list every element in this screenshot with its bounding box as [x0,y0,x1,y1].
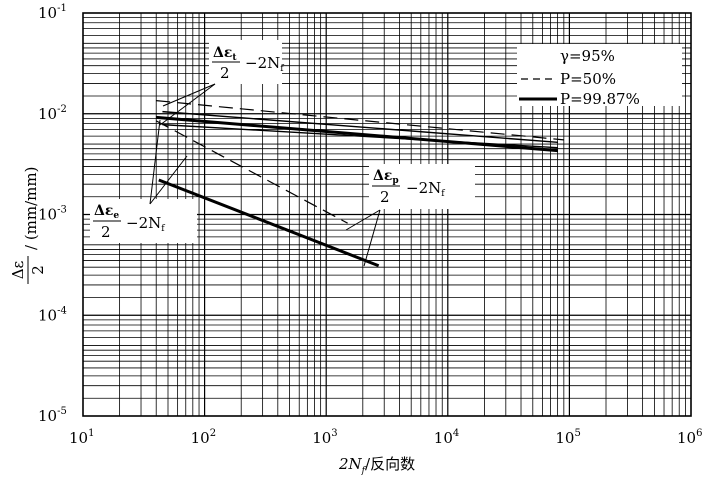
svg-text:Δε: Δε [9,260,27,279]
ann-total-den: 2 [220,64,230,82]
series-line [162,110,558,144]
y-tick-label: 10-4 [38,305,67,324]
x-tick-label: 103 [312,428,337,447]
y-tick-label: 10-1 [38,3,67,22]
legend: γ=95% P=50% P=99.87% [517,44,682,108]
ann-plastic-den: 2 [380,188,390,206]
svg-text:2: 2 [29,265,47,275]
y-tick-labels: 10-1 10-2 10-3 10-4 10-5 [38,3,67,425]
ann-elastic-den: 2 [101,223,111,241]
ann-total-num: Δεt [213,45,237,63]
ann-plastic-num: Δεp [373,168,399,186]
x-tick-label: 101 [69,428,94,447]
series-line [158,178,380,268]
legend-box [517,44,682,106]
legend-p9987-label: P=99.87% [560,90,640,108]
ann-total-rest: −2Nf [245,54,284,74]
svg-text:/ (mm/mm): / (mm/mm) [22,167,40,250]
plot-frame [82,12,692,417]
x-tick-label: 106 [677,428,702,447]
ann-plastic-pointer-2 [363,209,381,267]
annotation-total-strain: Δεt 2 −2Nf [159,40,284,126]
ann-total-pointer-2 [159,83,216,126]
ann-plastic-pointer-1 [345,209,381,231]
annotation-elastic-strain: Δεe 2 −2Nf [90,119,197,243]
series-line [156,115,558,153]
y-tick-label: 10-2 [38,104,67,123]
ann-total-pointer-1 [162,83,216,107]
annotation-plastic-strain: Δεp 2 −2Nf [345,164,475,267]
legend-p50-label: P=50% [560,70,616,88]
ann-elastic-rest: −2Nf [126,214,165,234]
y-tick-label: 10-3 [38,205,67,224]
series-line [162,123,558,149]
x-tick-label: 102 [191,428,216,447]
ann-elastic-pointer-1 [149,119,161,205]
x-tick-label: 104 [434,428,459,447]
ann-elastic-num: Δεe [94,203,119,221]
legend-confidence-label: γ=95% [560,47,615,65]
y-tick-label: 10-5 [38,406,67,425]
x-tick-label: 105 [555,428,580,447]
series-line [156,100,564,141]
y-axis-label: Δε 2 / (mm/mm) [9,167,47,284]
series-layer [155,100,564,268]
ann-plastic-rest: −2Nf [406,179,445,199]
ann-elastic-pointer-2 [149,155,188,205]
series-line [155,120,348,224]
x-axis-label: 2Nf/反向数 [338,455,415,476]
x-tick-labels: 101 102 103 104 105 106 [69,428,702,447]
